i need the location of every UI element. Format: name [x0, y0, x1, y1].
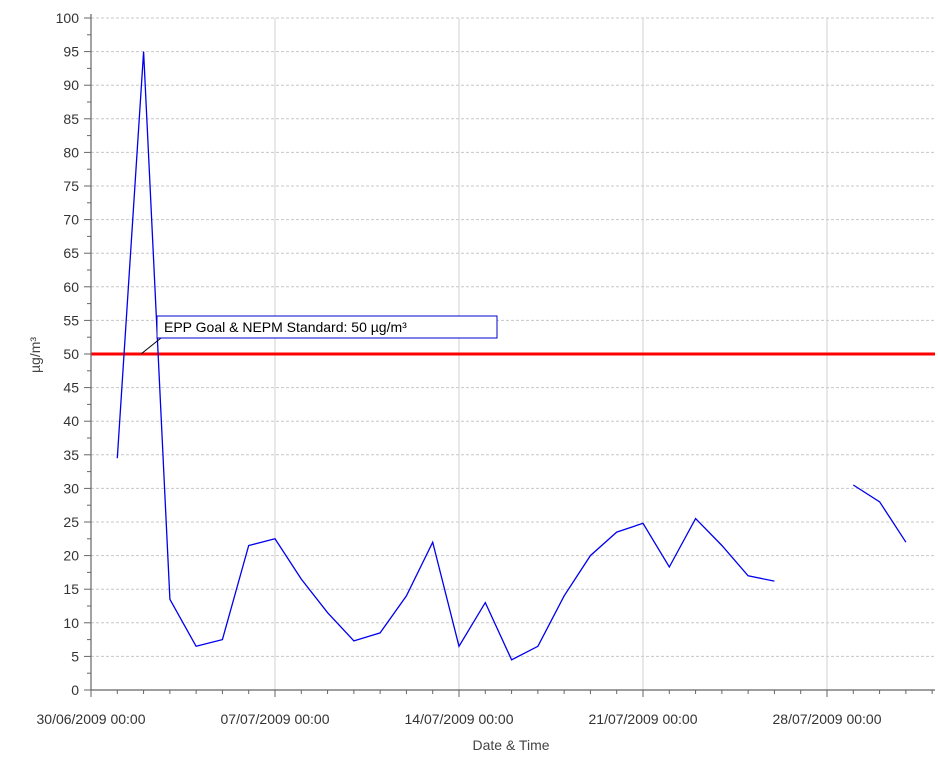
y-tick-label: 90	[63, 77, 79, 93]
y-tick-label: 30	[63, 480, 79, 496]
y-tick-label: 10	[63, 615, 79, 631]
y-tick-label: 65	[63, 245, 79, 261]
x-tick-label: 21/07/2009 00:00	[589, 711, 698, 727]
x-tick-label: 07/07/2009 00:00	[221, 711, 330, 727]
y-tick-label: 20	[63, 548, 79, 564]
annotation-leader	[140, 337, 162, 355]
y-tick-label: 15	[63, 581, 79, 597]
y-tick-label: 50	[63, 346, 79, 362]
axes: 0 5 10 15 20 25 30 35 40 45 50 55 60 65 70 75 80 85 90 95 10…	[37, 10, 935, 727]
y-tick-label: 85	[63, 111, 79, 127]
x-tick-label: 28/07/2009 00:00	[773, 711, 882, 727]
annotation-group: EPP Goal & NEPM Standard: 50 µg/m³	[140, 315, 498, 355]
y-tick-label: 0	[71, 682, 79, 698]
y-axis-title: µg/m³	[27, 337, 43, 373]
y-tick-label: 70	[63, 212, 79, 228]
y-tick-label: 100	[56, 10, 80, 26]
annotation-label: EPP Goal & NEPM Standard: 50 µg/m³	[164, 319, 407, 335]
y-tick-label: 35	[63, 447, 79, 463]
y-tick-label: 95	[63, 44, 79, 60]
y-tick-label: 5	[71, 648, 79, 664]
y-tick-label: 25	[63, 514, 79, 530]
series-line-segment	[852, 484, 907, 543]
y-tick-label: 80	[63, 144, 79, 160]
x-tick-label: 30/06/2009 00:00	[37, 711, 146, 727]
x-tick-label: 14/07/2009 00:00	[405, 711, 514, 727]
y-tick-label: 55	[63, 312, 79, 328]
y-tick-label: 75	[63, 178, 79, 194]
y-tick-label: 60	[63, 279, 79, 295]
series-line-segment	[116, 51, 775, 661]
y-tick-label: 45	[63, 380, 79, 396]
annotation-box	[156, 315, 498, 339]
series-group	[116, 51, 907, 661]
y-tick-label: 40	[63, 413, 79, 429]
x-axis-title: Date & Time	[472, 737, 549, 753]
